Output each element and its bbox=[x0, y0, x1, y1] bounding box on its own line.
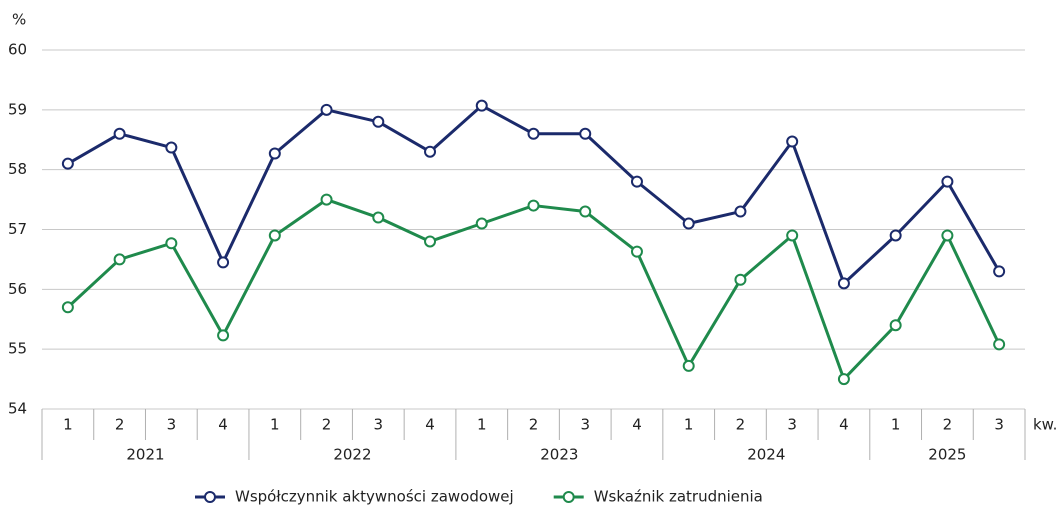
x-tick-label: 1 bbox=[477, 416, 487, 434]
point bbox=[217, 256, 230, 269]
point bbox=[527, 199, 540, 212]
x-tick-label: 1 bbox=[63, 416, 73, 434]
point bbox=[734, 273, 747, 286]
point bbox=[320, 193, 333, 206]
x-tick-label: 3 bbox=[374, 416, 384, 434]
x-tick-label: 4 bbox=[632, 416, 642, 434]
point bbox=[734, 205, 747, 218]
point bbox=[268, 229, 281, 242]
legend-marker bbox=[562, 491, 575, 503]
y-axis-label: % bbox=[12, 11, 26, 29]
x-tick-label: 1 bbox=[684, 416, 694, 434]
y-tick-label: 60 bbox=[8, 41, 27, 59]
point bbox=[579, 127, 592, 140]
x-tick-label: 3 bbox=[167, 416, 177, 434]
x-tick-label: 2 bbox=[736, 416, 746, 434]
x-tick-label: 3 bbox=[580, 416, 590, 434]
point bbox=[165, 237, 178, 250]
x-tick-label: 4 bbox=[425, 416, 435, 434]
point bbox=[424, 235, 437, 248]
point bbox=[268, 147, 281, 160]
x-group-label: 2025 bbox=[928, 446, 966, 464]
point bbox=[372, 211, 385, 224]
y-tick-label: 59 bbox=[8, 100, 27, 118]
point bbox=[61, 157, 74, 170]
point bbox=[889, 319, 902, 332]
x-axis-label: kw. bbox=[1033, 416, 1057, 434]
point bbox=[941, 229, 954, 242]
x-group-label: 2024 bbox=[747, 446, 785, 464]
point bbox=[113, 253, 126, 266]
x-tick-label: 4 bbox=[839, 416, 849, 434]
point bbox=[630, 175, 643, 188]
point bbox=[993, 338, 1006, 351]
point bbox=[475, 99, 488, 112]
legend-label: Wskaźnik zatrudnienia bbox=[594, 488, 763, 506]
x-tick-label: 1 bbox=[891, 416, 901, 434]
y-tick-label: 54 bbox=[8, 400, 27, 418]
legend-marker bbox=[204, 491, 216, 503]
x-tick-label: 3 bbox=[787, 416, 797, 434]
y-tick-label: 55 bbox=[8, 340, 27, 358]
x-group-label: 2023 bbox=[540, 446, 578, 464]
point bbox=[579, 205, 592, 218]
point bbox=[527, 127, 540, 140]
y-tick-label: 56 bbox=[8, 280, 27, 298]
point bbox=[837, 277, 850, 290]
point bbox=[682, 217, 695, 230]
legend-label: Współczynnik aktywności zawodowej bbox=[235, 488, 514, 506]
point bbox=[941, 175, 954, 188]
point bbox=[165, 141, 178, 154]
point bbox=[786, 135, 799, 148]
x-tick-label: 2 bbox=[322, 416, 332, 434]
x-tick-label: 2 bbox=[943, 416, 953, 434]
point bbox=[837, 373, 850, 386]
point bbox=[217, 329, 230, 342]
y-tick-label: 57 bbox=[8, 220, 27, 238]
x-tick-label: 2 bbox=[529, 416, 539, 434]
x-tick-label: 3 bbox=[994, 416, 1004, 434]
point bbox=[682, 359, 695, 372]
point bbox=[475, 217, 488, 230]
y-tick-label: 58 bbox=[8, 160, 27, 178]
point bbox=[630, 245, 643, 258]
x-group-label: 2021 bbox=[126, 446, 164, 464]
x-tick-label: 2 bbox=[115, 416, 125, 434]
point bbox=[786, 229, 799, 242]
point bbox=[61, 301, 74, 314]
x-tick-label: 4 bbox=[218, 416, 228, 434]
point bbox=[424, 145, 437, 158]
point bbox=[993, 265, 1006, 278]
point bbox=[113, 127, 126, 140]
x-tick-label: 1 bbox=[270, 416, 280, 434]
point bbox=[320, 103, 333, 116]
x-group-label: 2022 bbox=[333, 446, 371, 464]
point bbox=[372, 115, 385, 128]
point bbox=[889, 229, 902, 242]
